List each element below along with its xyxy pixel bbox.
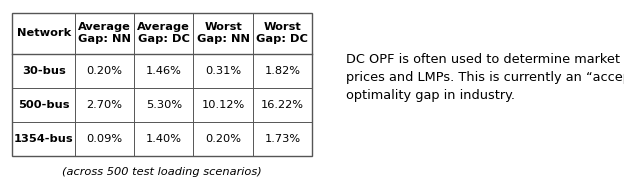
Text: (across 500 test loading scenarios): (across 500 test loading scenarios) [62, 167, 262, 177]
Bar [12, 13, 312, 156]
Text: 1.73%: 1.73% [265, 134, 300, 144]
Text: 1354-bus: 1354-bus [14, 134, 74, 144]
Text: Average
Gap: DC: Average Gap: DC [137, 23, 190, 44]
Text: 16.22%: 16.22% [261, 100, 304, 110]
Text: Worst
Gap: DC: Worst Gap: DC [256, 23, 308, 44]
Text: 1.40%: 1.40% [146, 134, 182, 144]
Text: 0.20%: 0.20% [87, 66, 122, 76]
Text: 10.12%: 10.12% [202, 100, 245, 110]
Text: 0.09%: 0.09% [87, 134, 122, 144]
Text: 30-bus: 30-bus [22, 66, 66, 76]
Text: Average
Gap: NN: Average Gap: NN [78, 23, 131, 44]
Text: Network: Network [17, 28, 71, 38]
Text: DC OPF is often used to determine market clearing
prices and LMPs. This is curre: DC OPF is often used to determine market… [346, 53, 624, 102]
Text: Worst
Gap: NN: Worst Gap: NN [197, 23, 250, 44]
Text: 0.20%: 0.20% [205, 134, 241, 144]
Text: 500-bus: 500-bus [18, 100, 69, 110]
Text: 1.46%: 1.46% [146, 66, 182, 76]
Text: 2.70%: 2.70% [87, 100, 122, 110]
Text: 1.82%: 1.82% [265, 66, 300, 76]
Text: 5.30%: 5.30% [146, 100, 182, 110]
Text: 0.31%: 0.31% [205, 66, 241, 76]
